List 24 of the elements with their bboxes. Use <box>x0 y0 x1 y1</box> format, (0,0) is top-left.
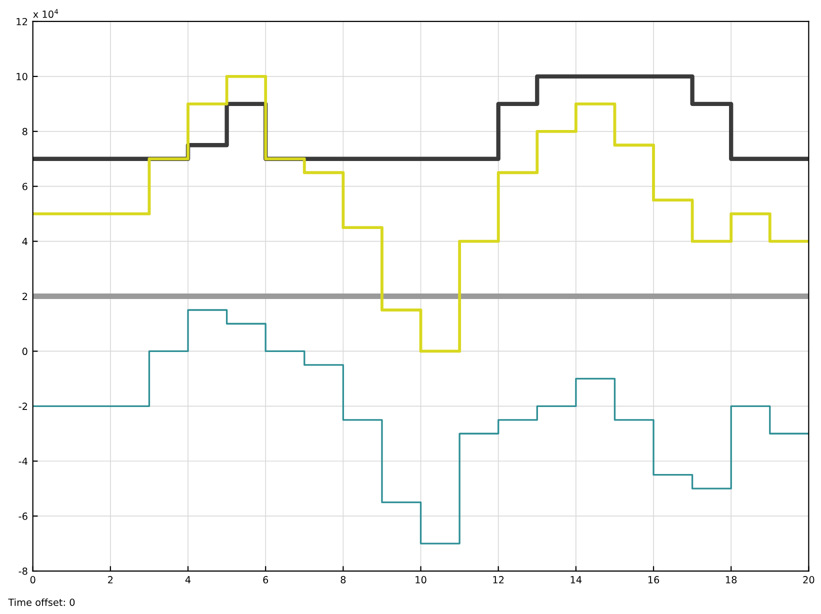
x-tick-label: 2 <box>108 576 113 584</box>
y-tick-label: 2 <box>22 292 28 300</box>
y-tick-label: 8 <box>22 128 28 136</box>
x-tick-label: 8 <box>340 576 346 584</box>
x-tick-label: 12 <box>493 576 504 584</box>
y-tick-label: 6 <box>22 182 28 190</box>
y-tick-label: 0 <box>22 348 28 356</box>
text: Time offset: 0 <box>8 598 75 606</box>
x-tick-label: 18 <box>726 576 737 584</box>
x-tick-label: 0 <box>30 576 36 584</box>
y-tick-label: -6 <box>18 512 28 520</box>
x-tick-label: 16 <box>648 576 660 584</box>
x-tick-label: 10 <box>416 576 426 584</box>
x-tick-label: 4 <box>185 576 191 584</box>
y-tick-label: -4 <box>18 458 28 465</box>
x-tick-label: 14 <box>570 576 582 584</box>
y-tick-label: -8 <box>18 568 28 575</box>
text: x 10$^{4}$ <box>33 9 58 18</box>
x-tick-label: 20 <box>803 576 814 584</box>
y-tick-label: 12 <box>16 18 28 26</box>
y-tick-label: 4 <box>22 238 28 245</box>
y-tick-label: 10 <box>16 72 28 80</box>
x-tick-label: 6 <box>263 576 268 584</box>
y-tick-label: -2 <box>18 402 28 410</box>
